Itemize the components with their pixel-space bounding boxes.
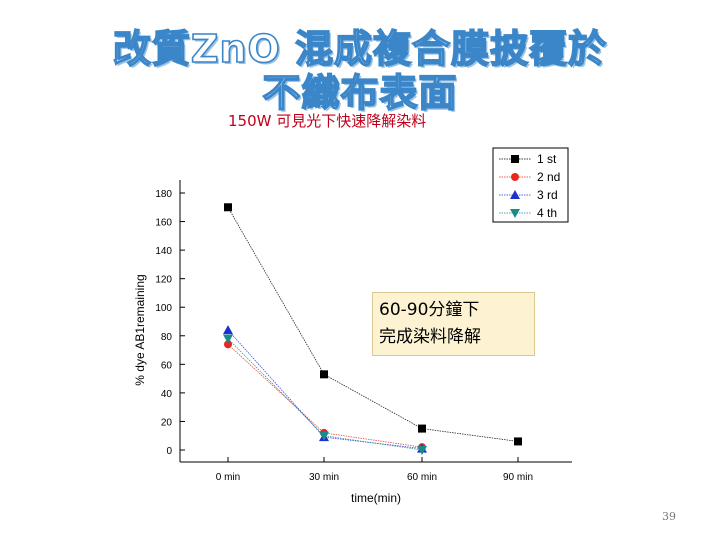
annotation-box: 60-90分鐘下 完成染料降解 <box>372 292 535 356</box>
legend-marker <box>510 209 520 218</box>
legend-marker <box>511 173 519 181</box>
data-point <box>224 203 232 212</box>
y-tick-label: 100 <box>155 303 172 314</box>
series-line-1 <box>227 207 519 442</box>
y-tick-label: 140 <box>155 246 172 257</box>
data-point <box>224 340 232 349</box>
y-tick-label: 40 <box>161 389 173 400</box>
legend-label: 2 nd <box>537 170 560 184</box>
data-point <box>514 437 522 446</box>
y-tick-label: 20 <box>161 417 173 428</box>
legend-marker <box>511 155 519 163</box>
y-tick-label: 0 <box>166 446 172 457</box>
legend-label: 3 rd <box>537 188 558 202</box>
x-tick-label: 30 min <box>309 472 339 483</box>
data-point <box>418 424 426 433</box>
legend-marker <box>510 190 520 199</box>
y-tick-label: 120 <box>155 275 172 286</box>
x-tick-label: 60 min <box>407 472 437 483</box>
page-number: 39 <box>662 510 676 523</box>
series-line-4 <box>227 338 423 451</box>
data-point <box>223 334 233 344</box>
annotation-line-2: 完成染料降解 <box>379 327 481 347</box>
y-tick-label: 180 <box>155 189 172 200</box>
legend-label: 1 st <box>537 152 557 166</box>
data-point <box>417 446 427 455</box>
x-tick-label: 0 min <box>216 472 240 483</box>
slide-subtitle: 150W 可見光下快速降解染料 <box>228 112 427 130</box>
slide-title-line-1: 改質ZnO 混成複合膜披覆於 <box>112 26 608 72</box>
legend-label: 4 th <box>537 206 557 220</box>
data-point <box>223 325 233 335</box>
data-point <box>320 370 328 379</box>
data-point <box>319 431 329 441</box>
legend-box <box>492 147 569 223</box>
y-tick-label: 60 <box>161 360 173 371</box>
y-tick-label: 80 <box>161 332 173 343</box>
slide-title-line-2: 不織布表面 <box>262 70 458 116</box>
x-axis-label: time(min) <box>351 491 401 505</box>
annotation-line-1: 60-90分鐘下 <box>379 300 480 320</box>
y-tick-label: 160 <box>155 218 172 229</box>
y-axis-label: % dye AB1remaining <box>133 274 147 385</box>
x-tick-label: 90 min <box>503 472 533 483</box>
